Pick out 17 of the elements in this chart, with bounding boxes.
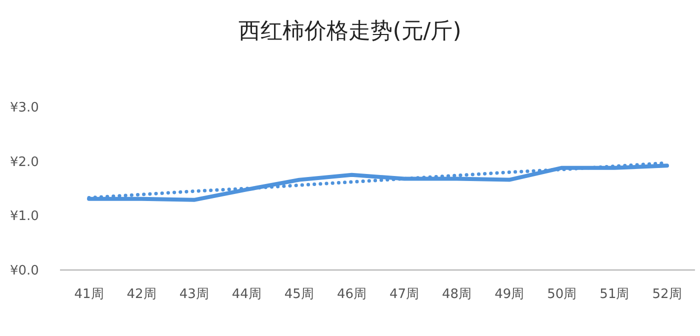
x-tick-label: 45周 [284,287,314,302]
x-tick-label: 46周 [336,287,366,302]
x-tick-label: 44周 [232,287,262,302]
y-tick-label: ¥0.0 [10,264,39,279]
x-tick-label: 52周 [652,287,682,302]
x-tick-label: 42周 [126,287,156,302]
y-tick-label: ¥1.0 [10,209,39,224]
x-tick-label: 43周 [179,287,209,302]
x-tick-label: 51周 [600,287,630,302]
chart-title: 西红柿价格走势(元/斤) [238,19,462,44]
y-tick-label: ¥3.0 [10,100,39,116]
x-tick-label: 47周 [390,287,420,302]
x-tick-label: 41周 [74,287,104,302]
x-tick-label: 49周 [494,287,524,302]
y-tick-label: ¥2.0 [10,154,39,170]
x-tick-label: 50周 [547,287,577,302]
x-tick-label: 48周 [442,287,472,302]
